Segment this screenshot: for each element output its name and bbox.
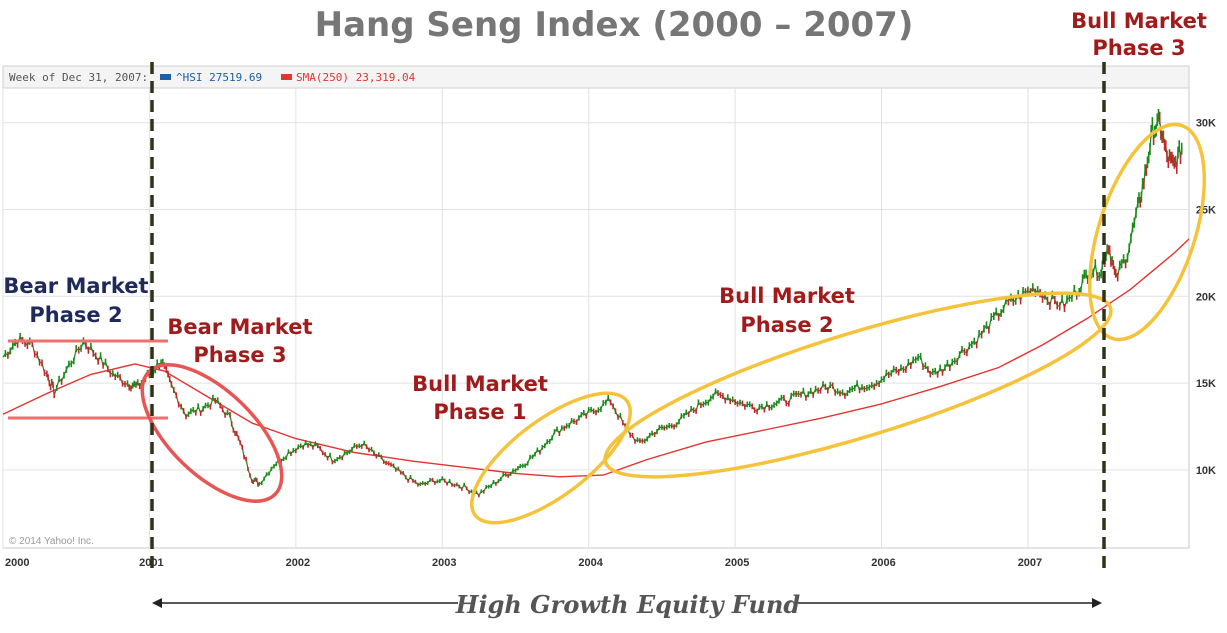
sma-line bbox=[2, 238, 1190, 478]
bull-phase3-ellipse bbox=[1087, 122, 1207, 342]
x-tick-2007: 2007 bbox=[1018, 557, 1042, 569]
legend: Week of Dec 31, 2007: ^HSI 27519.69 SMA(… bbox=[9, 71, 416, 84]
y-tick-20K: 20K bbox=[1196, 291, 1216, 303]
x-tick-2004: 2004 bbox=[578, 557, 603, 569]
y-axis: 10K 15K 20K 25K 30K bbox=[1196, 118, 1216, 477]
x-tick-2000: 2000 bbox=[5, 557, 29, 569]
sma-series bbox=[2, 238, 1190, 478]
bear-phase3-ellipse bbox=[140, 363, 284, 503]
bull-phase3-line2: Phase 3 bbox=[1092, 36, 1185, 60]
x-tick-2006: 2006 bbox=[871, 557, 895, 569]
x-axis: 20002001200220032004200520062007 bbox=[5, 557, 1042, 569]
bull-phase2-line1: Bull Market bbox=[719, 284, 855, 308]
bear-phase3-line1: Bear Market bbox=[167, 315, 312, 339]
legend-sma-label: SMA(250) 23,319.04 bbox=[296, 71, 416, 84]
fund-label: High Growth Equity Fund bbox=[455, 590, 801, 619]
bear-phase2-line1: Bear Market bbox=[3, 274, 148, 298]
copyright: © 2014 Yahoo! Inc. bbox=[9, 536, 94, 547]
legend-prefix: Week of Dec 31, 2007: bbox=[9, 71, 148, 84]
legend-sma-swatch bbox=[281, 74, 292, 80]
chart-title: Hang Seng Index (2000 – 2007) bbox=[315, 5, 914, 45]
bull-phase1-line1: Bull Market bbox=[412, 372, 548, 396]
y-tick-10K: 10K bbox=[1196, 465, 1216, 477]
bull-phase2-line2: Phase 2 bbox=[740, 313, 833, 337]
fund-arrowhead-left bbox=[152, 598, 162, 608]
grid bbox=[2, 88, 1189, 548]
bull-phase1-line2: Phase 1 bbox=[433, 400, 526, 424]
y-tick-15K: 15K bbox=[1196, 378, 1216, 390]
bull-phase1-ellipse bbox=[470, 391, 632, 525]
y-tick-30K: 30K bbox=[1196, 118, 1216, 130]
bull-phase3-line1: Bull Market bbox=[1071, 9, 1207, 33]
x-tick-2005: 2005 bbox=[725, 557, 749, 569]
x-tick-2003: 2003 bbox=[432, 557, 456, 569]
bear-phase2-line2: Phase 2 bbox=[29, 303, 122, 327]
legend-hsi-label: ^HSI 27519.69 bbox=[176, 71, 262, 84]
bear-phase3-line2: Phase 3 bbox=[193, 343, 286, 367]
y-tick-25K: 25K bbox=[1196, 205, 1216, 217]
bull-phase2-ellipse bbox=[603, 291, 1113, 479]
x-tick-2002: 2002 bbox=[286, 557, 310, 569]
legend-bar bbox=[2, 65, 1190, 89]
legend-hsi-swatch bbox=[160, 74, 171, 80]
fund-arrowhead-right bbox=[1092, 598, 1102, 608]
